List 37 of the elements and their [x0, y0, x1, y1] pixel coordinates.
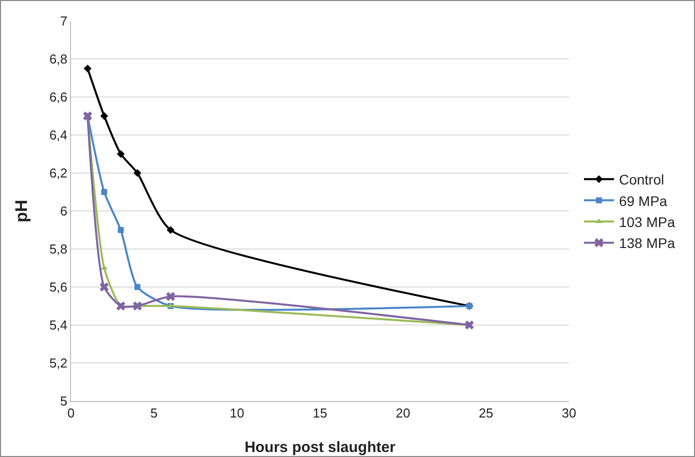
y-tick-label: 7 — [60, 14, 68, 29]
y-tick-label: 6,8 — [49, 52, 68, 67]
y-axis-title: pH — [12, 200, 31, 222]
y-tick-label: 5,4 — [49, 318, 68, 333]
point — [134, 284, 140, 290]
point — [166, 226, 174, 234]
y-tick-label: 6,4 — [49, 128, 68, 143]
point — [116, 150, 125, 158]
point — [166, 292, 176, 302]
point — [84, 64, 92, 72]
x-tick-label: 25 — [478, 406, 494, 421]
legend-label: 103 MPa — [618, 214, 676, 230]
point — [132, 301, 142, 311]
y-tick-label: 5,6 — [49, 280, 68, 295]
legend-label: 69 MPa — [618, 192, 668, 209]
point — [464, 320, 474, 330]
x-tick-label: 30 — [562, 406, 576, 421]
x-tick-label: 5 — [150, 406, 158, 421]
point — [100, 282, 109, 292]
point — [116, 301, 126, 311]
y-tick-label: 5,8 — [49, 242, 68, 257]
point — [134, 169, 142, 177]
legend-label: Control — [618, 172, 664, 188]
point — [100, 112, 108, 120]
y-tick-label: 6,6 — [49, 90, 68, 105]
x-axis-title: Hours post slaughter — [244, 439, 396, 456]
point — [118, 227, 124, 233]
x-tick-label: 15 — [312, 406, 328, 421]
x-tick-label: 10 — [230, 406, 244, 421]
x-tick-label: 0 — [67, 406, 75, 421]
legend-label: 138 MPa — [618, 235, 676, 252]
y-tick-label: 5 — [60, 394, 68, 409]
y-tick-label: 6,2 — [49, 166, 68, 181]
y-tick-label: 5,2 — [49, 356, 68, 371]
x-tick-label: 20 — [396, 406, 410, 421]
y-tick-label: 6 — [60, 204, 68, 219]
point — [101, 189, 108, 195]
